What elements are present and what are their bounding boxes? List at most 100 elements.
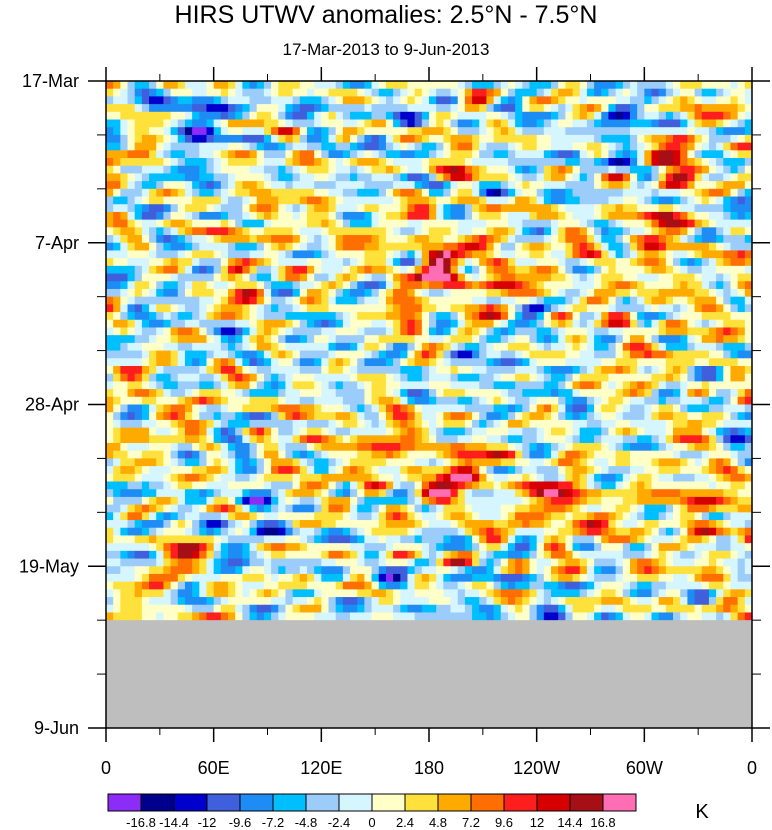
heatmap-cell	[292, 473, 301, 483]
heatmap-cell	[220, 312, 229, 321]
heatmap-cell	[292, 466, 301, 475]
heatmap-cell	[637, 319, 645, 329]
heatmap-cell	[357, 104, 365, 113]
heatmap-cell	[493, 88, 502, 97]
heatmap-cell	[127, 142, 136, 151]
heatmap-cell	[730, 412, 739, 421]
heatmap-cell	[242, 481, 251, 490]
heatmap-cell	[565, 466, 574, 475]
heatmap-cell	[120, 489, 129, 498]
heatmap-cell	[565, 227, 574, 236]
heatmap-cell	[357, 435, 365, 444]
heatmap-cell	[127, 396, 136, 406]
heatmap-cell	[744, 412, 752, 421]
heatmap-cell	[407, 235, 416, 244]
heatmap-cell	[529, 466, 538, 475]
heatmap-cell	[393, 296, 401, 305]
heatmap-cell	[414, 381, 423, 390]
heatmap-cell	[608, 296, 617, 305]
heatmap-cell	[271, 165, 279, 175]
heatmap-cell	[213, 412, 222, 421]
heatmap-cell	[429, 227, 437, 236]
heatmap-cell	[321, 258, 330, 267]
heatmap-cell	[543, 304, 552, 313]
heatmap-cell	[149, 473, 157, 483]
heatmap-cell	[529, 235, 538, 244]
heatmap-cell	[364, 458, 373, 467]
heatmap-cell	[285, 365, 294, 375]
heatmap-cell	[385, 419, 394, 429]
heatmap-cell	[170, 327, 179, 336]
heatmap-cell	[615, 350, 624, 359]
heatmap-cell	[278, 173, 287, 182]
heatmap-cell	[558, 342, 566, 352]
heatmap-cell	[708, 165, 717, 175]
heatmap-cell	[192, 350, 200, 359]
heatmap-cell	[651, 88, 660, 97]
heatmap-cell	[371, 335, 380, 344]
heatmap-cell	[342, 242, 351, 252]
heatmap-cell	[421, 142, 430, 151]
heatmap-cell	[658, 327, 667, 336]
heatmap-cell	[350, 219, 358, 228]
heatmap-cell	[486, 273, 495, 282]
heatmap-cell	[149, 281, 157, 290]
heatmap-cell	[170, 188, 179, 198]
heatmap-cell	[263, 458, 272, 467]
heatmap-cell	[551, 134, 559, 144]
heatmap-cell	[708, 335, 717, 344]
heatmap-cell	[644, 204, 653, 213]
heatmap-cell	[601, 250, 610, 259]
heatmap-cell	[228, 204, 236, 213]
heatmap-cell	[328, 358, 337, 367]
heatmap-cell	[199, 427, 208, 436]
heatmap-cell	[314, 235, 322, 244]
heatmap-cell	[687, 489, 696, 498]
heatmap-cell	[371, 235, 380, 244]
heatmap-cell	[450, 381, 459, 390]
heatmap-cell	[163, 304, 172, 313]
heatmap-cell	[106, 196, 114, 205]
heatmap-cell	[299, 104, 308, 113]
heatmap-cell	[486, 88, 495, 97]
heatmap-cell	[113, 81, 121, 90]
heatmap-cell	[292, 173, 301, 182]
heatmap-cell	[385, 504, 394, 513]
heatmap-cell	[486, 211, 495, 221]
heatmap-cell	[306, 196, 315, 205]
heatmap-cell	[522, 304, 531, 313]
heatmap-cell	[335, 496, 344, 506]
heatmap-cell	[156, 473, 165, 483]
heatmap-cell	[328, 342, 337, 352]
heatmap-cell	[271, 419, 279, 429]
heatmap-cell	[393, 396, 401, 406]
heatmap-cell	[622, 443, 631, 452]
heatmap-cell	[256, 227, 265, 236]
heatmap-cell	[680, 181, 688, 190]
heatmap-cell	[306, 134, 315, 144]
heatmap-cell	[149, 227, 157, 236]
heatmap-cell	[529, 319, 538, 329]
heatmap-cell	[271, 389, 279, 398]
heatmap-cell	[414, 435, 423, 444]
heatmap-cell	[694, 150, 703, 159]
heatmap-cell	[507, 219, 516, 228]
heatmap-cell	[708, 181, 717, 190]
heatmap-cell	[314, 250, 322, 259]
heatmap-cell	[622, 211, 631, 221]
heatmap-cell	[170, 96, 179, 105]
heatmap-cell	[357, 443, 365, 452]
heatmap-cell	[350, 281, 358, 290]
heatmap-cell	[206, 250, 215, 259]
heatmap-cell	[651, 258, 660, 267]
heatmap-cell	[443, 273, 452, 282]
heatmap-cell	[184, 119, 193, 128]
heatmap-cell	[493, 181, 502, 190]
heatmap-cell	[285, 496, 294, 506]
heatmap-cell	[680, 196, 688, 205]
heatmap-cell	[615, 450, 624, 460]
heatmap-cell	[357, 196, 365, 205]
heatmap-cell	[350, 119, 358, 128]
heatmap-cell	[335, 404, 344, 413]
heatmap-cell	[637, 443, 645, 452]
